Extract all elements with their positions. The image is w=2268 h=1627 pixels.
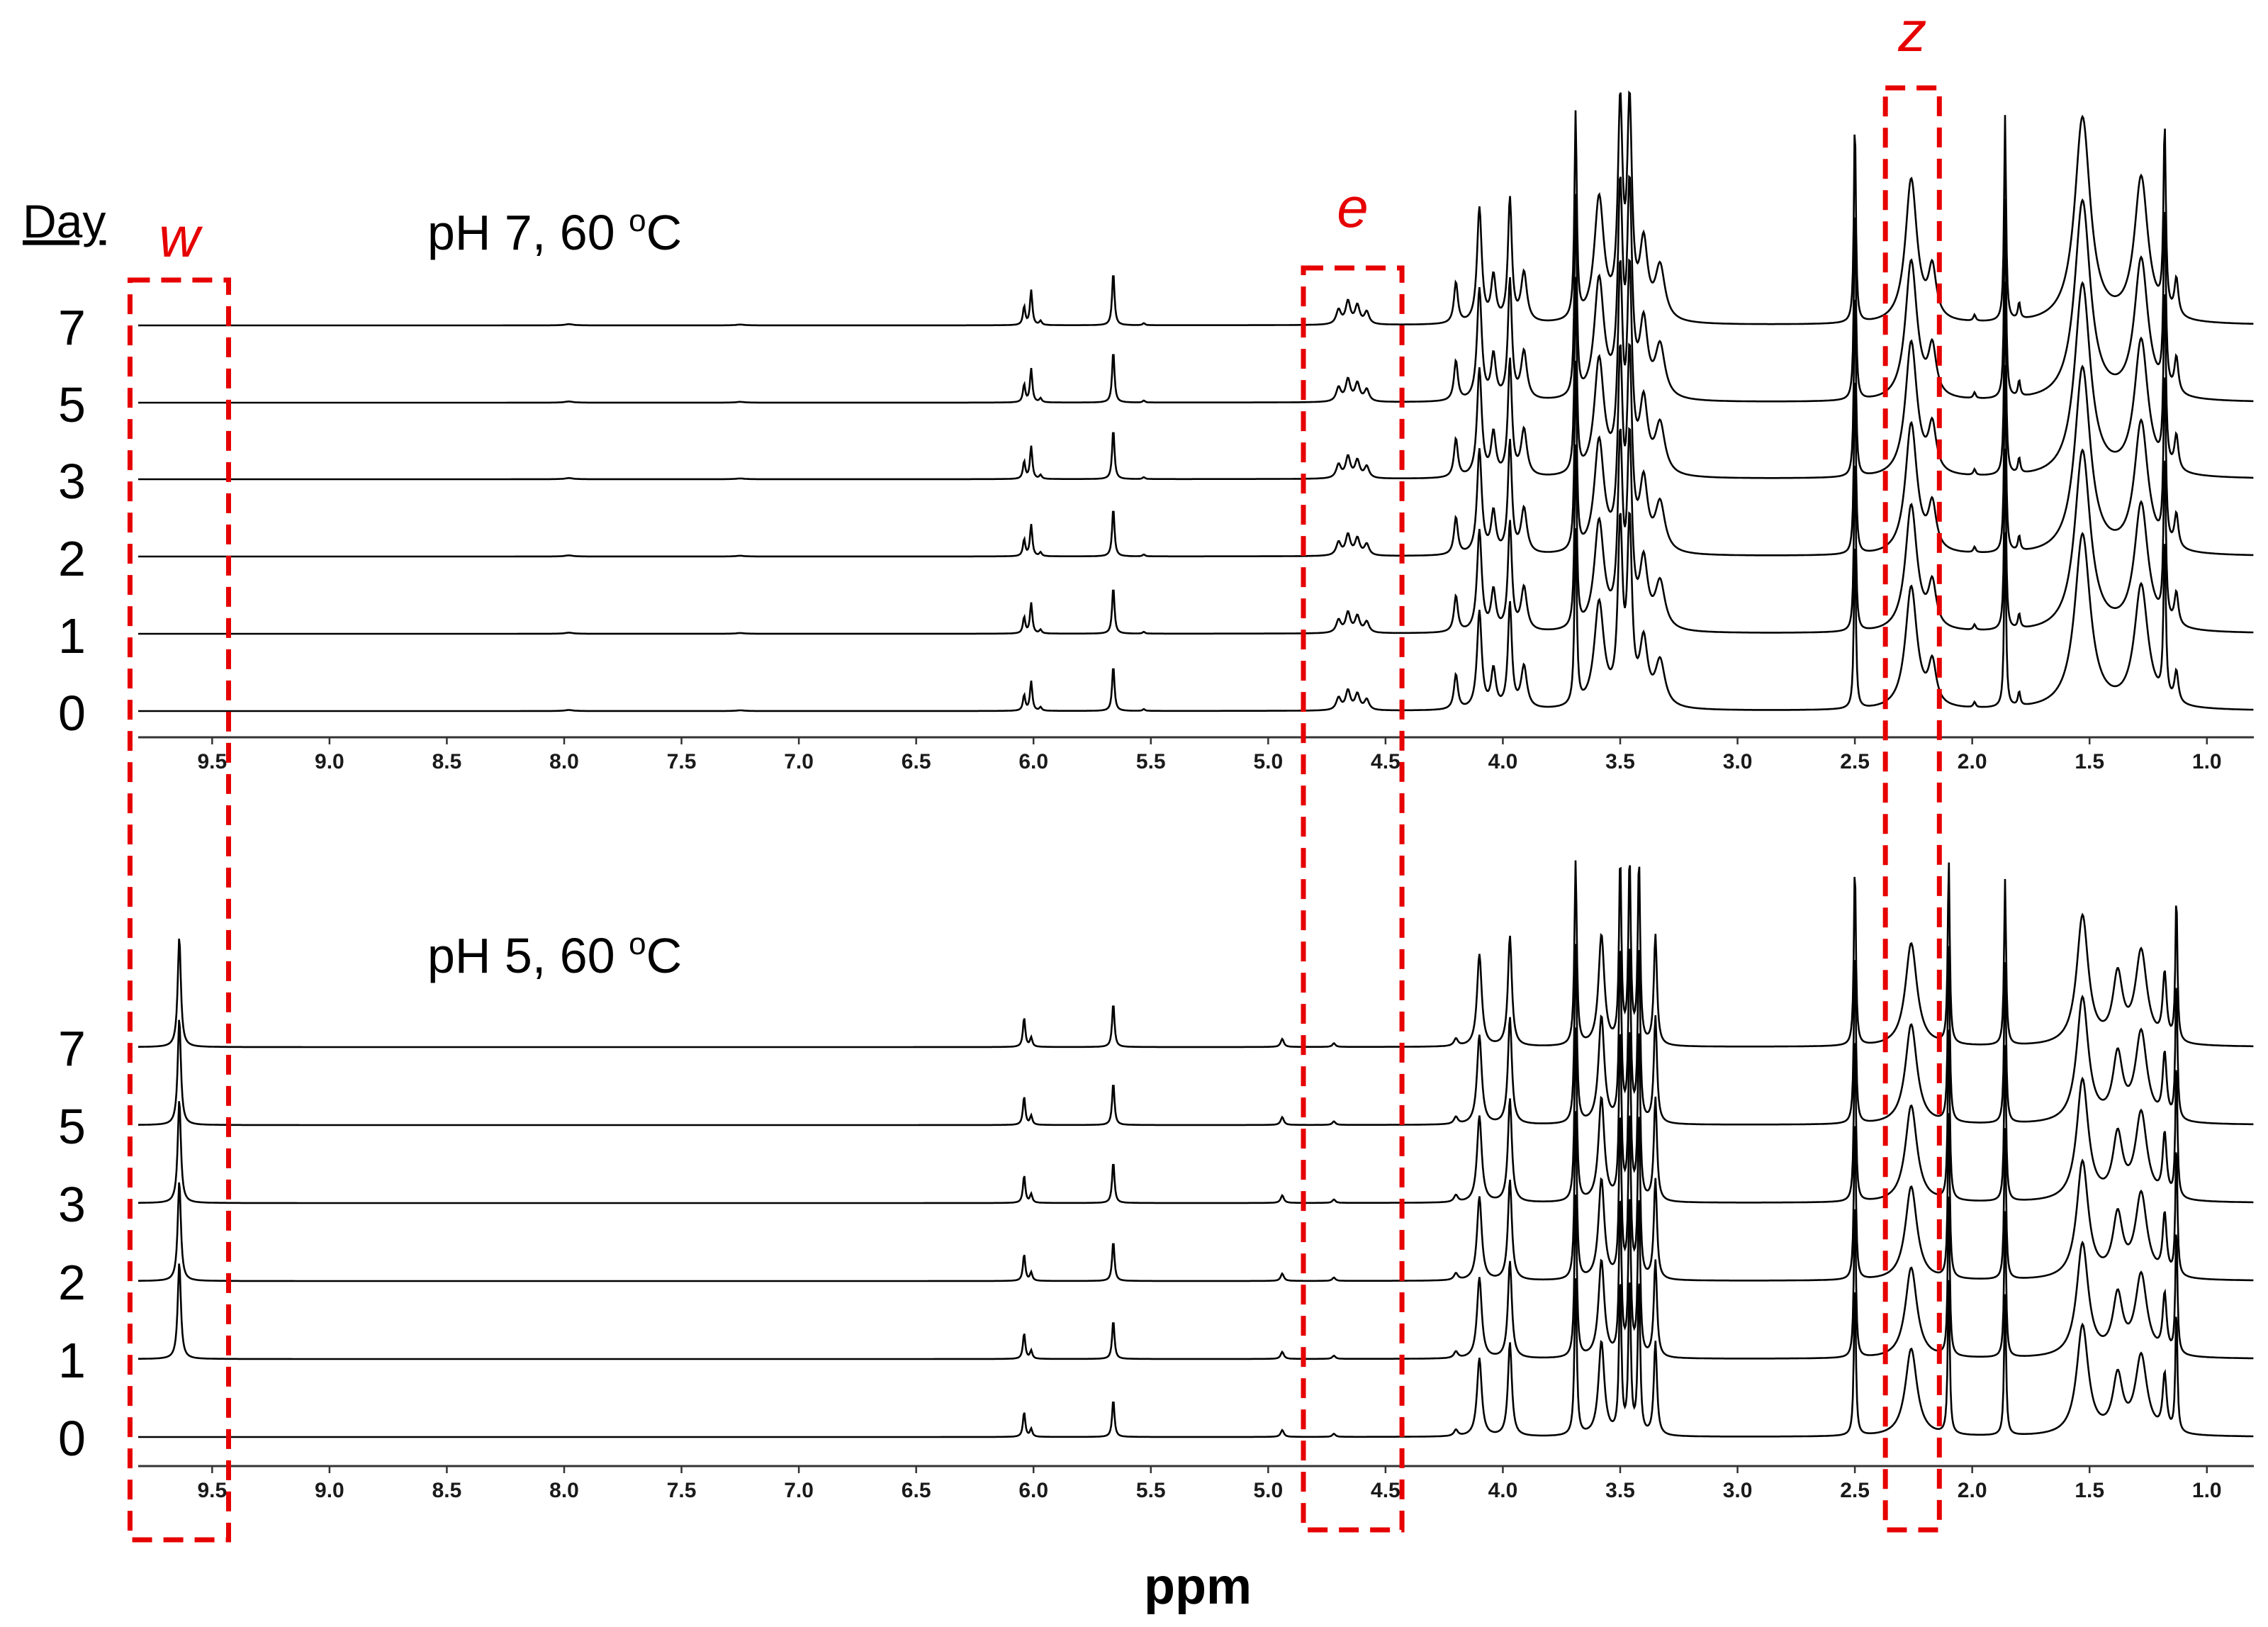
spectrum-trace-day-2 — [138, 342, 2254, 558]
day-header: Day — [23, 195, 106, 247]
day-label: 3 — [58, 454, 86, 509]
x-tick-label: 5.0 — [1253, 1479, 1283, 1502]
x-tick-label: 7.0 — [784, 750, 814, 773]
day-label: 7 — [58, 300, 86, 355]
x-tick-label: 7.5 — [667, 750, 697, 773]
spectrum-trace-day-0 — [138, 1278, 2254, 1438]
x-tick-label: 5.0 — [1253, 750, 1283, 773]
panel-ph5-day-labels: 7 5 3 2 1 0 — [58, 1021, 86, 1466]
highlight-regions: w e z — [127, 0, 1942, 1543]
day-label: 1 — [58, 1333, 86, 1388]
x-tick-label: 9.0 — [315, 750, 344, 773]
x-tick-label: 6.0 — [1018, 1479, 1048, 1502]
x-tick-label: 3.0 — [1723, 750, 1753, 773]
x-tick-label: 8.0 — [549, 750, 579, 773]
panel-ph5-title: pH 5, 60 oC — [427, 927, 682, 983]
x-tick-label: 8.5 — [432, 1479, 462, 1502]
day-label: 3 — [58, 1177, 86, 1232]
x-tick-label: 6.5 — [902, 1479, 931, 1502]
day-label: 1 — [58, 608, 86, 664]
spectrum-trace-day-0 — [138, 510, 2254, 712]
x-axis-label: ppm — [1144, 1558, 1252, 1615]
day-label: 0 — [58, 1411, 86, 1466]
x-tick-label: 4.0 — [1488, 1479, 1518, 1502]
day-label: 2 — [58, 1255, 86, 1310]
day-label: 7 — [58, 1021, 86, 1076]
panel-ph7-title: pH 7, 60 oC — [427, 203, 682, 260]
panel-ph7-ticks: 9.5 9.0 8.5 8.0 7.5 7.0 6.5 6.0 5.5 5.0 4.5 4.0 3.5 3… — [197, 737, 2222, 773]
x-tick-label: 3.0 — [1723, 1479, 1753, 1502]
x-tick-label: 9.5 — [197, 750, 227, 773]
panel-ph7: pH 7, 60 oC 7 5 3 2 1 0 9.5 9.0 8.5 8.0 7.5 7… — [58, 90, 2254, 773]
x-tick-label: 5.5 — [1136, 750, 1166, 773]
region-box-e — [1301, 265, 1405, 1533]
panel-ph5: pH 5, 60 oC 7 5 3 2 1 0 9.5 9.0 8.5 8.0 7.5 7… — [58, 860, 2254, 1502]
region-box-w — [127, 277, 232, 1543]
x-tick-label: 2.5 — [1840, 750, 1870, 773]
region-label-w: w — [159, 206, 203, 269]
spectrum-trace-day-5 — [138, 944, 2254, 1126]
x-tick-label: 2.5 — [1840, 1479, 1870, 1502]
x-tick-label: 8.5 — [432, 750, 462, 773]
x-tick-label: 6.5 — [902, 750, 931, 773]
day-label: 5 — [58, 377, 86, 432]
region-label-z: z — [1897, 0, 1926, 63]
x-tick-label: 1.5 — [2075, 750, 2104, 773]
x-tick-label: 7.5 — [667, 1479, 697, 1502]
x-tick-label: 9.0 — [315, 1479, 344, 1502]
panel-ph7-day-labels: 7 5 3 2 1 0 — [58, 300, 86, 741]
day-label: 5 — [58, 1099, 86, 1154]
x-tick-label: 2.0 — [1958, 750, 1987, 773]
spectrum-trace-day-1 — [138, 427, 2254, 635]
x-tick-label: 1.5 — [2075, 1479, 2104, 1502]
day-label: 0 — [58, 686, 86, 741]
x-tick-label: 3.5 — [1605, 750, 1635, 773]
spectrum-trace-day-7 — [138, 90, 2254, 327]
region-label-e: e — [1337, 176, 1369, 239]
x-tick-label: 4.5 — [1371, 750, 1400, 773]
x-tick-label: 8.0 — [549, 1479, 579, 1502]
spectrum-trace-day-5 — [138, 174, 2254, 404]
x-tick-label: 3.5 — [1605, 1479, 1635, 1502]
panel-ph5-traces — [138, 860, 2254, 1438]
x-tick-label: 1.0 — [2192, 750, 2222, 773]
x-tick-label: 6.0 — [1018, 750, 1048, 773]
x-tick-label: 4.0 — [1488, 750, 1518, 773]
x-tick-label: 2.0 — [1958, 1479, 1987, 1502]
x-tick-label: 1.0 — [2192, 1479, 2222, 1502]
panel-ph5-ticks: 9.5 9.0 8.5 8.0 7.5 7.0 6.5 6.0 5.5 5.0 4.5 4.0 3.5 3… — [197, 1466, 2222, 1502]
spectrum-trace-day-2 — [138, 1111, 2254, 1282]
panel-ph7-traces — [138, 90, 2254, 712]
spectrum-trace-day-1 — [138, 1195, 2254, 1360]
x-tick-label: 5.5 — [1136, 1479, 1166, 1502]
spectrum-trace-day-7 — [138, 860, 2254, 1049]
day-label: 2 — [58, 531, 86, 586]
x-tick-label: 4.5 — [1371, 1479, 1400, 1502]
x-tick-label: 9.5 — [197, 1479, 227, 1502]
spectrum-trace-day-3 — [138, 1027, 2254, 1204]
x-tick-label: 7.0 — [784, 1479, 814, 1502]
spectrum-trace-day-3 — [138, 258, 2254, 481]
